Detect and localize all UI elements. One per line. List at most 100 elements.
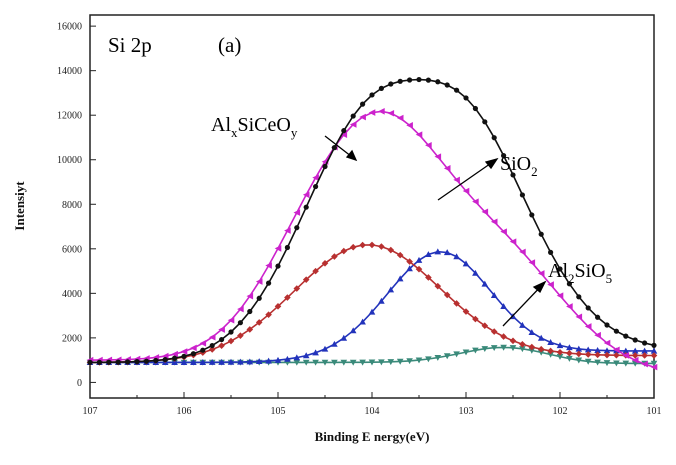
data-point: [415, 131, 423, 138]
data-point: [594, 351, 601, 359]
data-point: [547, 281, 554, 288]
series-layer: [86, 76, 658, 371]
data-point: [556, 353, 564, 360]
data-point: [613, 328, 620, 334]
x-tick-label: 105: [271, 406, 286, 417]
data-point: [171, 359, 178, 365]
data-point: [237, 358, 244, 365]
data-point: [237, 305, 244, 313]
data-point: [208, 358, 216, 365]
data-point: [509, 238, 517, 245]
data-point: [246, 358, 254, 365]
data-point: [208, 346, 216, 353]
data-point: [143, 358, 149, 364]
data-point: [537, 334, 545, 341]
data-point: [500, 303, 507, 310]
data-point: [594, 331, 601, 339]
data-point: [321, 359, 329, 366]
data-point: [642, 340, 648, 346]
data-point: [415, 357, 423, 364]
data-point: [500, 333, 507, 340]
data-point: [181, 353, 187, 359]
data-point: [340, 334, 348, 341]
y-tick-label: 0: [77, 378, 82, 389]
data-point: [509, 345, 517, 352]
data-point: [284, 294, 291, 301]
data-point: [368, 359, 376, 366]
data-point: [481, 346, 489, 353]
data-point: [199, 339, 207, 347]
data-point: [613, 360, 620, 367]
data-point: [576, 294, 582, 300]
data-point: [312, 349, 319, 356]
data-point: [228, 329, 234, 335]
data-point: [246, 326, 254, 333]
x-axis: 107 106 105 104 103 102 101: [83, 392, 662, 417]
data-point: [566, 349, 573, 357]
data-point: [387, 246, 395, 254]
data-point: [538, 231, 544, 237]
data-point: [302, 191, 310, 199]
data-point: [200, 347, 206, 353]
plot-frame: [89, 14, 655, 399]
series-line-raw: [89, 78, 655, 364]
data-point: [425, 356, 432, 363]
x-tick-label: 106: [177, 406, 192, 417]
data-point: [134, 359, 140, 365]
data-point: [472, 269, 479, 276]
y-tick-label: 10000: [57, 155, 82, 166]
data-point: [162, 356, 168, 363]
data-point: [331, 359, 338, 366]
data-point: [341, 128, 347, 134]
data-point: [472, 315, 479, 323]
y-tick-label: 4000: [62, 289, 82, 300]
panel-label: (a): [218, 33, 241, 57]
data-point: [462, 308, 470, 315]
data-point: [359, 241, 366, 249]
data-point: [547, 339, 554, 345]
data-point: [622, 352, 630, 359]
data-point: [584, 358, 592, 365]
data-point: [632, 337, 638, 343]
data-point: [434, 354, 442, 361]
data-point: [519, 346, 526, 353]
data-point: [387, 359, 395, 366]
data-point: [237, 320, 243, 326]
data-point: [153, 357, 159, 364]
data-point: [340, 247, 348, 255]
data-point: [631, 347, 639, 354]
data-point: [501, 153, 507, 159]
data-point: [528, 259, 536, 266]
data-point: [406, 122, 413, 129]
data-point: [415, 256, 423, 263]
data-point: [359, 113, 366, 121]
data-point: [603, 360, 611, 367]
data-point: [472, 198, 479, 205]
data-point: [528, 343, 536, 351]
data-point: [575, 350, 583, 358]
data-point: [322, 163, 328, 170]
data-point: [623, 333, 629, 339]
data-point: [388, 81, 394, 87]
data-point: [566, 344, 573, 351]
data-point: [227, 337, 235, 345]
data-point: [444, 82, 450, 88]
data-point: [613, 351, 620, 359]
data-point: [96, 359, 102, 365]
y-axis-title: Intensiyt: [12, 181, 27, 231]
data-point: [378, 359, 385, 366]
data-point: [453, 351, 460, 358]
data-point: [190, 344, 197, 352]
data-point: [368, 241, 376, 249]
data-point: [368, 109, 376, 116]
series-raw: [87, 76, 657, 365]
data-point: [454, 87, 460, 93]
data-point: [500, 228, 507, 235]
data-point: [208, 333, 216, 341]
data-point: [407, 77, 413, 83]
data-point: [435, 79, 441, 85]
data-point: [537, 349, 545, 356]
data-point: [349, 327, 357, 334]
data-point: [641, 352, 648, 359]
x-tick-label: 107: [83, 406, 98, 417]
